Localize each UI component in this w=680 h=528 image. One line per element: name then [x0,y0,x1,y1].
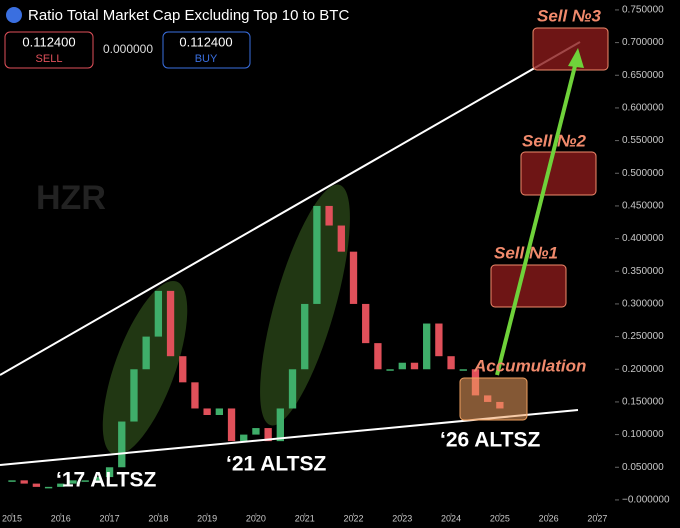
candle [240,434,248,442]
candle [423,323,431,370]
x-tick-label: 2026 [539,513,559,523]
accumulation-box [459,377,528,421]
candle [105,467,114,478]
y-tick-label: 0.500000 [622,168,664,179]
candle [154,290,163,337]
sell-label: SELL [36,53,63,65]
sell-button[interactable] [4,31,94,69]
candle [227,408,236,442]
x-tick-label: 2027 [587,513,607,523]
candle [301,303,309,370]
icon [6,7,22,23]
sell-box [532,27,609,71]
y-tick-label: 0.200000 [622,364,664,375]
candle [203,408,211,415]
y-tick-label: 0.600000 [622,103,664,114]
annotation: ‘17 ALTSZ [56,469,157,492]
candle [447,356,455,370]
annotation: ‘26 ALTSZ [440,429,541,452]
arrow [495,61,578,376]
x-tick-label: 2024 [441,513,461,523]
sell-box [520,151,597,196]
candle [325,205,333,226]
x-tick-label: 2023 [392,513,412,523]
candle [130,369,138,422]
x-tick-label: 2017 [100,513,120,523]
y-tick-label: 0.700000 [622,37,664,48]
x-tick-label: 2022 [343,513,363,523]
sell-box [490,264,567,308]
candle [118,421,126,468]
candle [386,369,394,371]
candle [93,477,102,481]
y-tick-label: 0.300000 [622,299,664,310]
candle [32,483,41,487]
y-tick-label: 0.750000 [622,5,664,16]
candle [459,369,467,371]
annotation: Sell №2 [522,131,586,150]
candle [349,251,358,304]
candle [264,428,272,442]
candle [313,205,321,304]
y-tick-label: 0.350000 [622,266,664,277]
buy-label: BUY [195,53,218,65]
watermark: HZR [36,179,106,217]
candle [374,343,382,370]
sell-price: 0.112400 [22,34,75,49]
candle [410,362,419,370]
x-tick-label: 2020 [246,513,266,523]
candle [81,480,89,482]
y-tick-label: 0.450000 [622,201,664,212]
arrow-head [568,48,584,68]
candle [276,408,284,442]
header: Ratio Total Market Cap Excluding Top 10 … [4,7,349,69]
candle [8,480,16,482]
annotation: Accumulation [473,356,586,375]
candle [191,382,199,409]
candle [362,303,370,344]
candle [435,323,443,357]
x-tick-label: 2018 [148,513,168,523]
y-tick-label: 0.100000 [622,429,664,440]
candle [166,290,175,357]
candle [252,428,260,435]
y-tick-label: 0.050000 [622,462,664,473]
annotation: Sell №1 [494,243,558,262]
x-tick-label: 2025 [490,513,510,523]
plot [8,205,504,489]
annotation: ‘21 ALTSZ [226,453,327,476]
candle [142,336,150,370]
candle [20,480,28,484]
x-tick-label: 2019 [197,513,217,523]
trend-line [0,41,581,376]
candle [337,225,345,252]
candle [69,480,77,484]
candle [398,362,406,370]
buy-price: 0.112400 [179,34,232,49]
candle [179,356,187,383]
annotation: Sell №3 [537,6,601,25]
y-tick-label: 0.400000 [622,233,664,244]
y-tick-label: −0.000000 [622,495,670,506]
y-tick-label: 0.250000 [622,331,664,342]
x-tick-label: 2015 [2,513,22,523]
candle [288,369,297,409]
y-tick-label: 0.150000 [622,397,664,408]
spread: 0.000000 [103,42,153,56]
buy-button[interactable] [162,31,251,69]
x-tick-label: 2016 [51,513,71,523]
candle [215,408,224,415]
title: Ratio Total Market Cap Excluding Top 10 … [28,7,349,24]
y-tick-label: 0.650000 [622,70,664,81]
candle [57,483,65,487]
y-tick-label: 0.550000 [622,135,664,146]
candle [44,486,53,489]
x-tick-label: 2021 [295,513,315,523]
